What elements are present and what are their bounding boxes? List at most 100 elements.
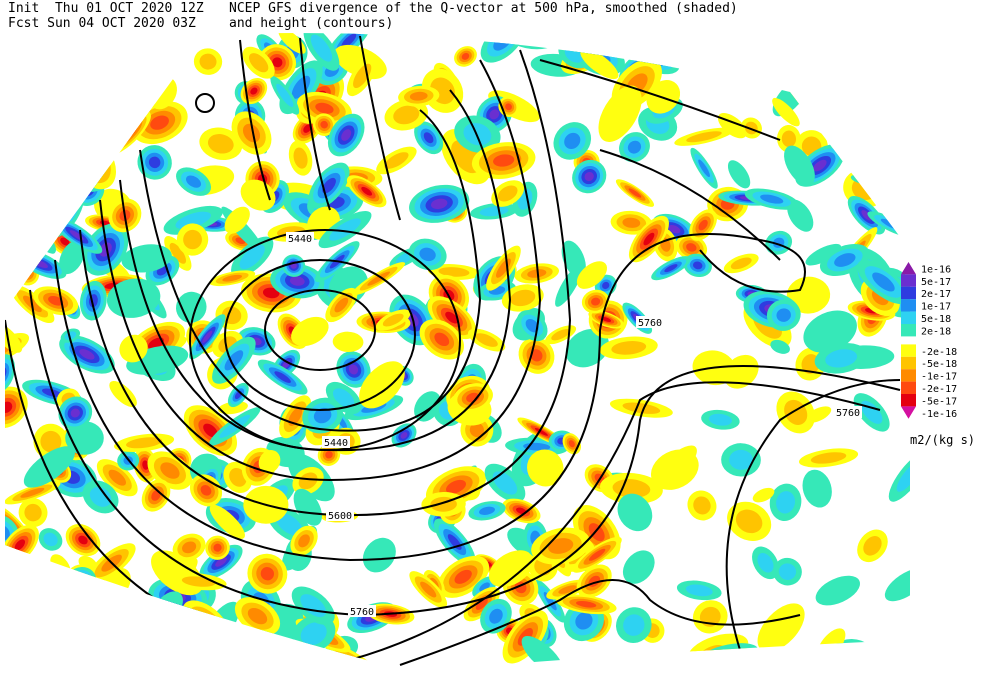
- shade-cell: [175, 211, 211, 229]
- shade-cell: [454, 569, 472, 584]
- shade-cell: [5, 76, 37, 97]
- shade-cell: [584, 172, 594, 182]
- legend-units: m2/(kg s): [910, 433, 975, 447]
- shade-cell: [148, 156, 161, 169]
- shade-cell: [275, 513, 303, 536]
- shade-cell: [224, 206, 250, 234]
- shade-cell: [510, 289, 536, 307]
- shade-cell: [527, 269, 547, 278]
- legend-swatch: [901, 356, 916, 370]
- contour-label: 5760: [638, 318, 662, 329]
- shade-cell: [588, 548, 606, 561]
- legend-label: -5e-18: [921, 359, 957, 370]
- contour-label: 5440: [288, 234, 312, 245]
- shade-cell: [182, 541, 197, 554]
- shade-cell: [430, 198, 448, 210]
- shade-cell: [560, 32, 596, 39]
- shade-cell: [23, 446, 75, 488]
- legend-swatch: [901, 381, 916, 394]
- shade-cell: [50, 554, 71, 579]
- shade-cell: [698, 159, 710, 178]
- shade-cell: [620, 32, 671, 54]
- shade-cell: [6, 162, 50, 199]
- shade-cell: [152, 650, 161, 659]
- shade-cell: [738, 32, 763, 46]
- shade-cell: [815, 575, 861, 606]
- shade-cell: [133, 632, 146, 646]
- shade-cell: [497, 185, 518, 202]
- shade-cell: [479, 582, 490, 592]
- shade-cell: [37, 168, 44, 176]
- shade-cell: [200, 484, 212, 496]
- legend-label: 2e-17: [921, 289, 951, 300]
- shade-cell: [5, 582, 13, 601]
- contour-label: 5760: [836, 408, 860, 419]
- shade-cell: [488, 550, 534, 588]
- shade-cell: [79, 349, 95, 360]
- shade-cell: [797, 87, 806, 96]
- shade-cell: [870, 73, 892, 98]
- shade-cell: [26, 144, 65, 191]
- map-subtitle: and height (contours): [229, 16, 394, 31]
- shade-cell: [249, 53, 269, 73]
- shade-cell: [5, 401, 13, 413]
- shade-cell: [731, 32, 770, 52]
- shade-cell: [51, 45, 89, 82]
- shade-cell: [150, 647, 164, 662]
- shade-cell: [789, 32, 817, 43]
- shade-cell: [148, 644, 203, 672]
- shade-cell: [527, 449, 564, 487]
- shade-cell: [126, 437, 163, 449]
- shade-cell: [617, 493, 653, 532]
- shade-cell: [98, 138, 105, 143]
- shade-cell: [805, 243, 842, 266]
- shade-cell: [786, 276, 831, 314]
- shade-cell: [810, 452, 847, 464]
- shade-cell: [125, 94, 139, 111]
- shade-cell: [5, 62, 38, 95]
- shade-cell: [612, 479, 651, 498]
- shade-cell: [580, 48, 619, 80]
- legend: 1e-165e-172e-171e-175e-182e-18-2e-18-5e-…: [901, 262, 975, 447]
- shade-cell: [272, 57, 283, 68]
- legend-swatch: [901, 369, 916, 382]
- shade-cell: [729, 449, 753, 470]
- shade-cell: [816, 628, 846, 662]
- contour-label-box: [326, 509, 354, 521]
- legend-swatch: [901, 274, 916, 287]
- shade-cell: [770, 339, 790, 354]
- shade-cell: [735, 509, 763, 534]
- shade-cell: [207, 134, 234, 154]
- shade-cell: [469, 422, 484, 438]
- shade-cell: [121, 605, 177, 635]
- shade-cell: [18, 36, 46, 46]
- shade-cell: [384, 152, 409, 169]
- shade-cell: [47, 167, 84, 190]
- shade-cell: [108, 469, 126, 486]
- map-title: NCEP GFS divergence of the Q-vector at 5…: [229, 1, 738, 16]
- shade-cell: [602, 281, 610, 290]
- shade-cell: [525, 318, 539, 333]
- shade-cell: [84, 113, 116, 143]
- contour-label-box: [834, 406, 862, 418]
- shade-cell: [293, 488, 322, 526]
- shade-cell: [20, 487, 45, 498]
- legend-swatch: [901, 344, 916, 357]
- shade-cell: [30, 162, 51, 182]
- shade-cell: [260, 567, 275, 581]
- shade-cell: [631, 32, 660, 44]
- shade-cell: [685, 584, 713, 597]
- shade-cell: [34, 153, 58, 182]
- shade-cell: [776, 491, 796, 514]
- shade-cell: [89, 487, 112, 507]
- shade-cell: [59, 240, 85, 275]
- shade-cell: [863, 32, 891, 54]
- shade-cell: [78, 535, 88, 545]
- shade-cell: [293, 147, 308, 169]
- contour-label: 5760: [350, 607, 374, 618]
- shade-cell: [298, 534, 310, 548]
- shade-cell: [784, 145, 815, 186]
- shade-cell: [121, 640, 129, 649]
- shade-cell: [893, 95, 910, 115]
- shade-cell: [721, 32, 764, 58]
